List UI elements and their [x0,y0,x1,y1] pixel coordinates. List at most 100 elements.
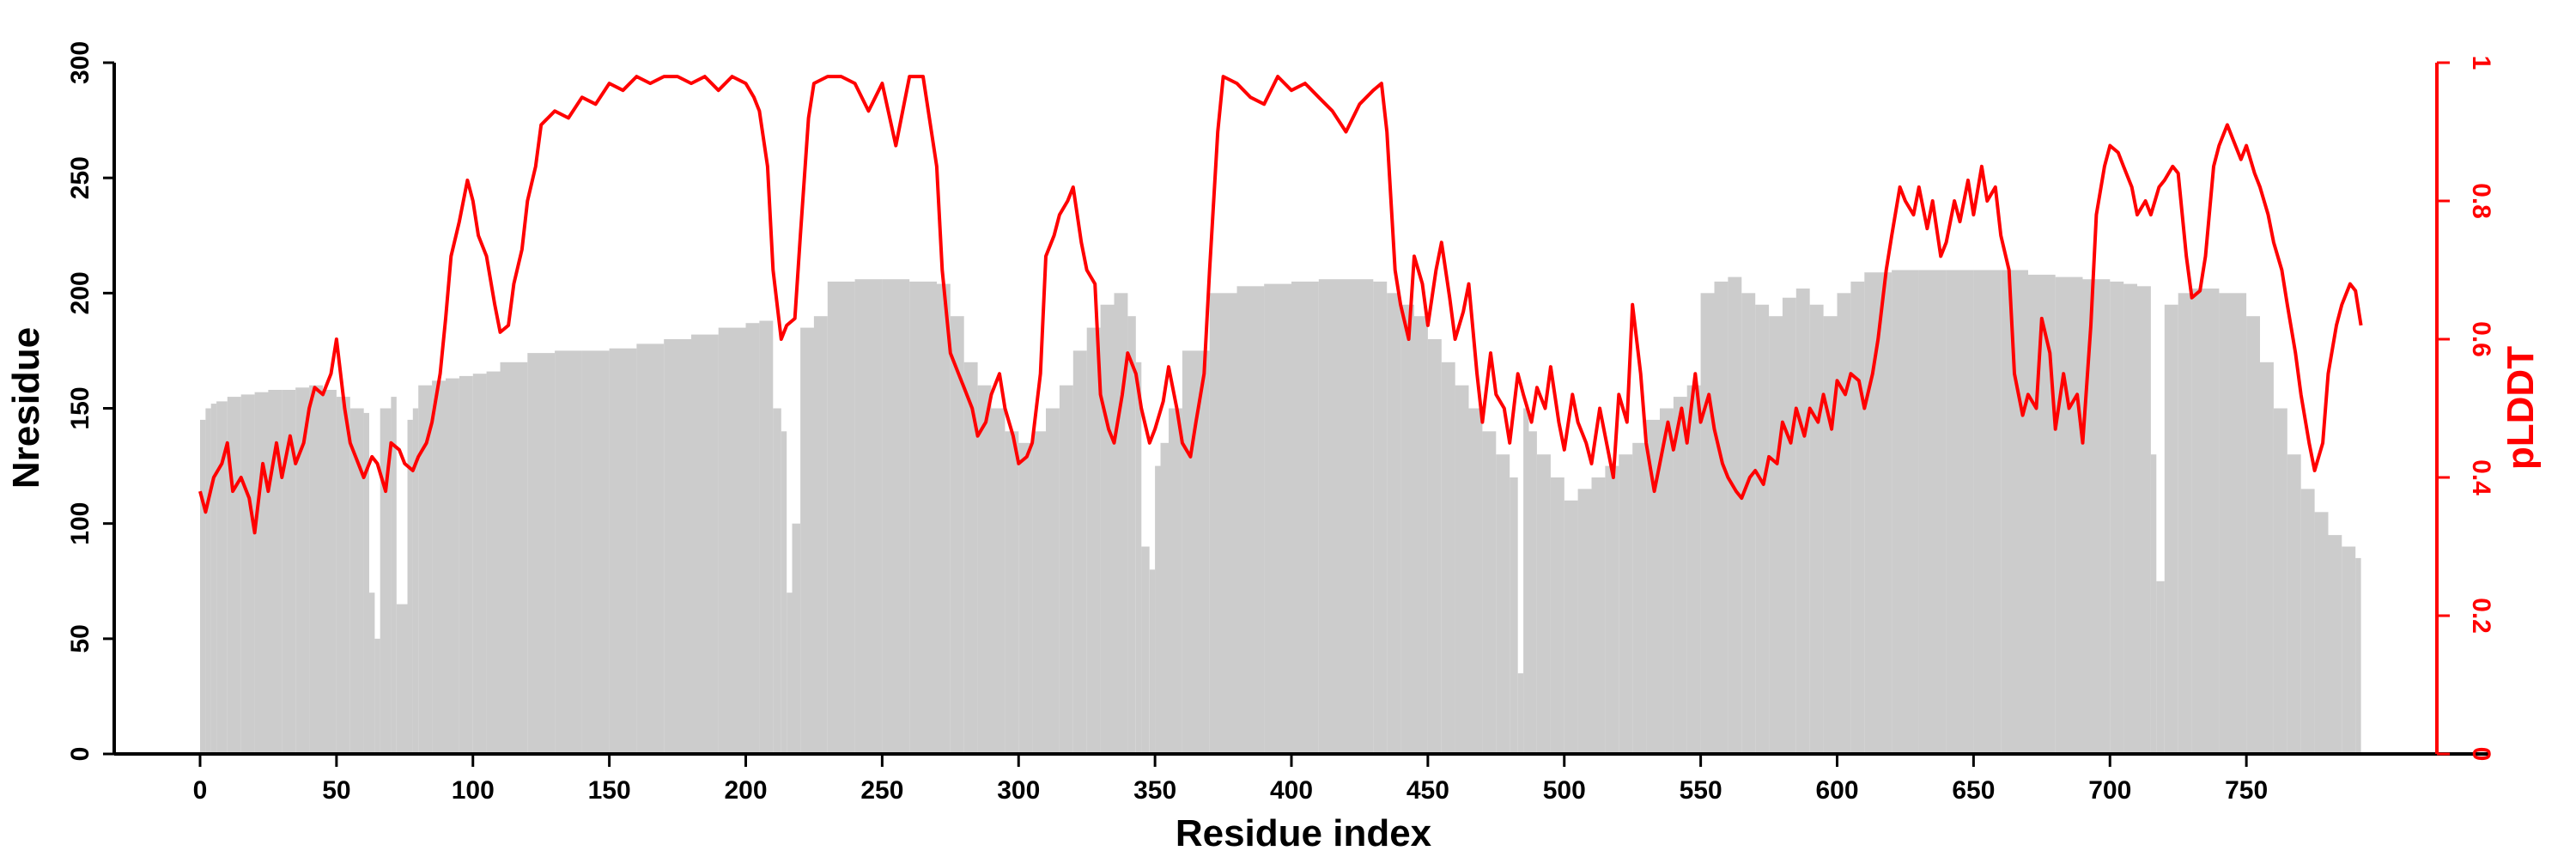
x-tick-label: 550 [1680,776,1722,805]
bar [1795,289,1810,754]
x-tick-label: 500 [1543,776,1586,805]
bar [2246,316,2260,754]
bar [1619,454,1633,754]
bar [1046,408,1060,754]
x-tick-label: 750 [2225,776,2268,805]
bar [1864,272,1893,754]
bar [1236,286,1265,754]
bar [1686,385,1701,754]
bar [2123,283,2137,755]
y-axis-right-label: pLDDT [2500,346,2542,470]
bar [2355,557,2361,754]
bar [2219,293,2247,754]
x-tick-label: 150 [588,776,631,805]
bar [1605,465,1619,754]
bar [555,350,582,754]
bar [1373,281,1388,754]
bar [854,279,883,754]
bar [787,593,793,754]
bar [1086,327,1101,754]
y-left-tick-label: 250 [66,156,94,199]
bar [773,408,781,754]
bar [2178,293,2192,754]
bars-layer [200,270,2361,755]
bar [380,408,392,754]
bar [963,362,978,754]
bar [1182,350,1210,754]
bar [1632,442,1647,755]
y-right-tick-label: 0.6 [2467,321,2495,357]
bar [336,397,350,754]
y-right-tick-label: 0.2 [2467,598,2495,634]
bar [1918,270,1947,754]
bar [2191,289,2220,754]
bar [2328,535,2342,754]
bar [1127,316,1136,754]
bar [309,385,323,754]
bar [2287,454,2301,754]
bar [1160,442,1169,755]
bar [1755,304,1770,755]
bar [459,375,473,754]
y-left-tick-label: 100 [66,502,94,545]
bar [1209,293,1237,754]
bar [1591,477,1606,754]
bar [636,343,665,754]
bar [1496,454,1510,754]
bar [369,593,375,754]
bar [1291,281,1319,754]
bar [936,283,951,755]
bar [1892,270,1919,754]
x-tick-label: 400 [1270,776,1313,805]
bar [1441,362,1455,754]
bar [1782,297,1796,754]
bar [1714,281,1728,754]
bar [792,523,800,754]
bar [486,371,501,754]
bar [363,412,369,754]
ticks-layer: 0 50 100 150 200 250 300 0 0.2 0.4 0.6 0.8 1 0 50 100 15… [66,41,2495,805]
bar [2150,454,2157,754]
bar [2342,546,2356,754]
x-tick-label: 200 [724,776,767,805]
bar [349,408,364,754]
bar [1550,477,1564,754]
bar [1149,569,1156,754]
x-tick-label: 600 [1815,776,1858,805]
bar [1114,293,1128,754]
bar [813,316,828,754]
bar [527,353,556,754]
bar [759,320,774,754]
bar [1059,385,1073,754]
bar [2300,489,2315,754]
x-axis-label: Residue index [1176,812,1432,854]
bar [1528,431,1537,754]
bar [1455,385,1469,754]
bar [446,378,459,754]
bar [1537,454,1551,754]
x-tick-label: 700 [2088,776,2131,805]
bar [1700,293,1715,754]
bar [1646,419,1660,754]
bar [1660,408,1674,754]
y-right-tick-label: 0 [2467,747,2495,762]
bar [407,419,413,754]
bar [1510,477,1518,754]
bar [1018,442,1033,755]
x-tick-label: 0 [193,776,208,805]
bar [2055,277,2083,755]
bar [664,339,691,754]
x-tick-label: 300 [997,776,1040,805]
bar [718,327,746,754]
x-tick-label: 50 [322,776,350,805]
bar [1414,316,1428,754]
bar [1517,673,1524,754]
bar [1135,362,1142,754]
bar [254,392,269,754]
bar [745,323,760,754]
y-right-tick-label: 0.8 [2467,183,2495,219]
bar [210,404,217,754]
bar [882,279,910,754]
